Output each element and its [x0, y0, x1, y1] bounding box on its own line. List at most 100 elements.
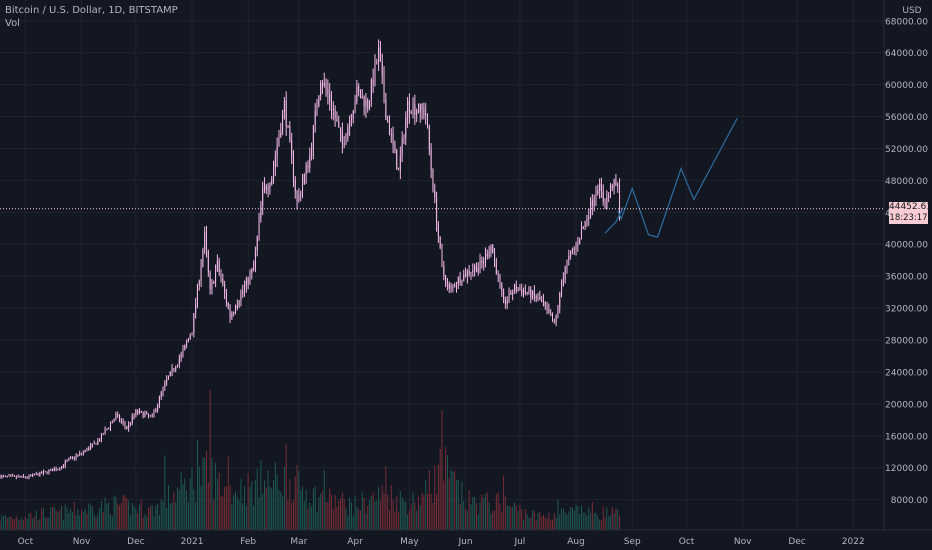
time-axis[interactable]: Oct Nov Dec 2021 Feb Mar Apr May Jun Jul Aug Sep Oct… — [0, 529, 932, 550]
candle-body — [374, 62, 376, 85]
volume-bar — [61, 505, 63, 530]
volume-bar — [331, 494, 332, 530]
volume-bar — [564, 512, 566, 530]
volume-bar — [225, 486, 227, 530]
price-axis[interactable]: 8000.00 12000.00 16000.00 20000.00 24000.00 2… — [883, 0, 932, 550]
volume-bar — [474, 496, 476, 530]
volume-bar — [541, 516, 543, 530]
candle-body — [320, 82, 322, 96]
volume-bar — [153, 516, 155, 530]
volume-bar — [193, 489, 195, 530]
volume-bar — [495, 494, 497, 530]
candle-body — [403, 137, 405, 140]
volume-bar — [305, 489, 307, 530]
volume-bar — [327, 502, 329, 530]
volume-bar — [30, 512, 32, 530]
volume-bar — [1, 515, 3, 530]
volume-bar — [302, 486, 304, 530]
volume-bar — [461, 481, 463, 530]
candle-body — [213, 282, 215, 284]
candle-body — [233, 311, 235, 314]
candle-body — [595, 193, 597, 199]
volume-bar — [269, 486, 271, 530]
candle-body — [421, 103, 423, 110]
volume-indicator-label[interactable]: Vol — [5, 18, 20, 29]
price-axis-panel[interactable] — [884, 0, 932, 550]
volume-bar — [137, 513, 139, 530]
candle-body — [586, 218, 588, 221]
volume-bar — [584, 512, 586, 530]
candle-body — [445, 275, 447, 285]
candle-body — [452, 285, 454, 287]
candle-body — [307, 165, 309, 169]
volume-bar — [374, 501, 376, 530]
candle-body — [260, 205, 262, 219]
volume-bar — [160, 499, 162, 530]
symbol-title[interactable]: Bitcoin / U.S. Dollar, 1D, BITSTAMP — [5, 5, 178, 16]
candle-body — [566, 260, 568, 267]
projection-path-short[interactable] — [604, 207, 624, 234]
volume-bar — [251, 480, 253, 530]
volume-bar — [383, 493, 385, 530]
volume-bar — [321, 491, 323, 530]
volume-bar — [334, 494, 336, 530]
volume-bar — [244, 485, 246, 530]
candle-body — [405, 117, 407, 138]
candle-body — [443, 266, 445, 276]
volume-bar — [311, 506, 313, 530]
volume-bar — [37, 520, 39, 530]
candle-body — [481, 260, 483, 264]
candle-body — [66, 460, 68, 462]
candle-body — [600, 183, 602, 192]
volume-bar — [452, 471, 454, 530]
volume-bar — [242, 503, 244, 530]
volume-bar — [483, 497, 485, 530]
volume-bar — [169, 503, 171, 530]
candle-body — [86, 449, 88, 451]
volume-bar — [481, 494, 483, 530]
candle-body — [155, 410, 157, 412]
volume-bar — [555, 517, 557, 530]
projection-path[interactable] — [617, 117, 738, 238]
candle-body — [501, 283, 503, 292]
volume-bar — [186, 490, 188, 530]
candle-body — [216, 260, 218, 271]
volume-bar — [240, 478, 242, 530]
candle-body — [343, 143, 345, 145]
candle-body — [59, 469, 61, 471]
time-axis-panel[interactable] — [0, 530, 932, 550]
volume-bar — [439, 448, 441, 530]
volume-bar — [100, 500, 102, 530]
volume-bar — [407, 514, 409, 530]
volume-bar — [135, 508, 137, 530]
candle-body — [416, 110, 418, 115]
candle-body — [269, 184, 271, 189]
candle-body — [289, 126, 291, 140]
currency-label[interactable]: USD — [902, 6, 922, 16]
volume-bar — [93, 515, 95, 530]
candle-body — [180, 353, 182, 359]
candle-body — [23, 476, 25, 478]
candle-body — [285, 100, 287, 126]
candle-body — [408, 101, 410, 113]
candle-body — [62, 465, 64, 467]
volume-bar — [434, 465, 436, 530]
volume-bar — [320, 493, 322, 530]
candle-body — [519, 289, 521, 291]
volume-bar — [298, 470, 300, 530]
volume-bar — [523, 519, 525, 530]
volume-bar — [595, 512, 597, 530]
candle-body — [539, 297, 541, 300]
volume-bar — [6, 517, 8, 530]
time-tick-label: 2022 — [842, 537, 865, 547]
volume-bar — [470, 504, 472, 530]
candle-body — [331, 102, 332, 109]
candle-body — [97, 440, 99, 445]
volume-bar — [318, 497, 320, 530]
candle-body — [454, 285, 456, 287]
candle-body — [446, 283, 448, 285]
volume-bar — [367, 505, 369, 530]
volume-bar — [590, 513, 592, 530]
candle-body — [273, 167, 275, 179]
